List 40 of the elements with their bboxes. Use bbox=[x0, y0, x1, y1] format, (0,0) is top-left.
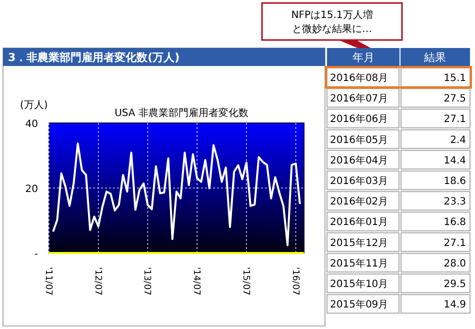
text: NFPは15.1万人増と微妙な結果に… bbox=[291, 9, 373, 35]
x-tick-label: '15/07 bbox=[240, 267, 250, 296]
data-label: 29.5 bbox=[444, 279, 466, 290]
data-label: 28.0 bbox=[444, 258, 466, 270]
category-label: 2016年06月 bbox=[330, 113, 388, 126]
line-series bbox=[52, 142, 301, 246]
data-label: 14.4 bbox=[444, 155, 466, 166]
category-label: 2015年11月 bbox=[330, 257, 388, 270]
category-label: 2016年08月 bbox=[330, 72, 388, 84]
y-tick-label: 40 bbox=[25, 119, 38, 130]
x-tick-label: '12/07 bbox=[92, 267, 102, 296]
text: 3．非農業部門雇用者変化数(万人) bbox=[8, 51, 180, 64]
category-label: 2016年07月 bbox=[330, 92, 388, 105]
data-label: 27.5 bbox=[444, 94, 466, 105]
y-axis-title: (万人) bbox=[20, 100, 48, 111]
category-label: 2015年09月 bbox=[330, 298, 388, 311]
y-tick-label: 20 bbox=[25, 184, 38, 195]
category-label: 2016年02月 bbox=[330, 196, 388, 208]
data-label: 16.8 bbox=[444, 217, 466, 228]
category-label: 2015年10月 bbox=[330, 278, 388, 290]
chart-title: USA 非農業部門雇用者変化数 bbox=[114, 107, 248, 119]
category-label: 2016年05月 bbox=[330, 134, 388, 146]
data-label: 15.1 bbox=[444, 73, 466, 84]
x-tick-label: '16/07 bbox=[290, 267, 300, 296]
x-tick-label: '11/07 bbox=[43, 267, 53, 296]
data-label: 14.9 bbox=[444, 300, 466, 311]
y-tick-label: - bbox=[34, 249, 38, 260]
text: 年月 bbox=[352, 51, 374, 64]
category-label: 2015年12月 bbox=[330, 236, 388, 249]
data-label: 23.3 bbox=[444, 196, 466, 208]
data-label: 18.6 bbox=[444, 176, 466, 187]
x-tick-label: '14/07 bbox=[191, 267, 202, 296]
category-label: 2016年03月 bbox=[330, 175, 388, 187]
text: 結果 bbox=[423, 51, 446, 64]
x-tick-label: '13/07 bbox=[142, 267, 152, 296]
category-label: 2016年01月 bbox=[330, 216, 388, 228]
data-label: 27.1 bbox=[444, 238, 466, 249]
data-label: 27.1 bbox=[444, 114, 466, 126]
data-label: 2.4 bbox=[450, 134, 466, 146]
category-label: 2016年04月 bbox=[330, 154, 388, 166]
